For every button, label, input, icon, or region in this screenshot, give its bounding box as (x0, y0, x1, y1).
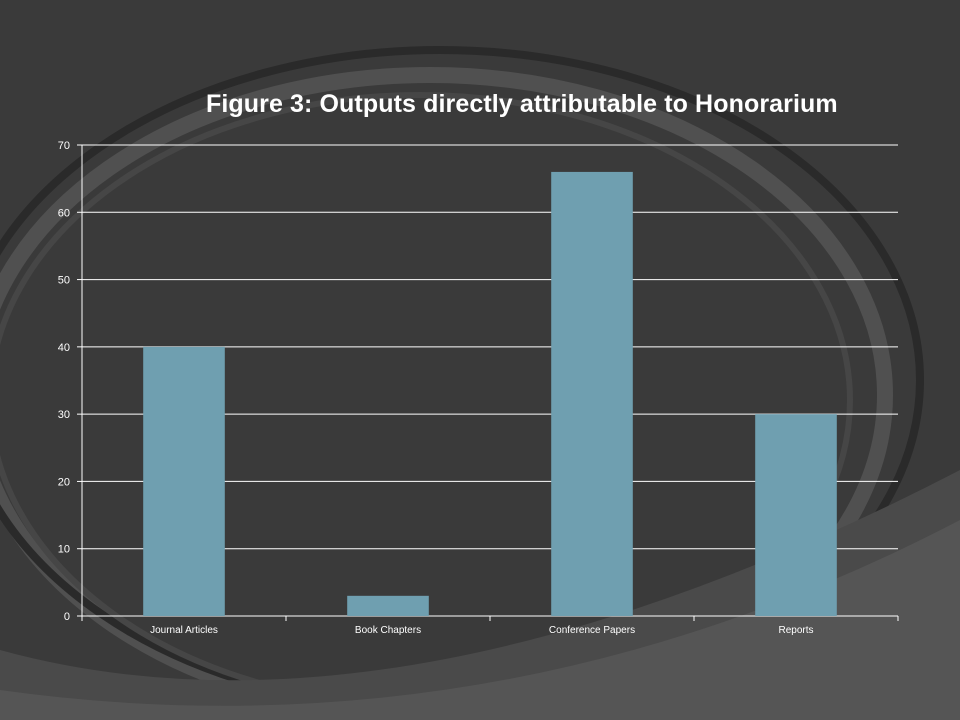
x-category-label: Book Chapters (355, 625, 421, 636)
bars (143, 171, 837, 616)
y-tick-label: 40 (58, 342, 70, 354)
y-tick-label: 70 (58, 140, 70, 152)
x-category-label: Conference Papers (549, 625, 635, 636)
y-tick-label: 10 (58, 544, 70, 556)
y-tick-label: 20 (58, 476, 70, 488)
bar-reports (755, 414, 837, 616)
y-tick-label: 0 (64, 611, 70, 623)
y-tick-label: 50 (58, 275, 70, 287)
x-category-label: Reports (778, 625, 813, 636)
x-category-label: Journal Articles (150, 625, 218, 636)
bar-conference-papers (551, 171, 633, 616)
y-tick-label: 60 (58, 207, 70, 219)
bar-journal-articles (143, 346, 225, 616)
y-tick-labels: 0 10 20 30 40 50 60 70 (58, 140, 70, 623)
y-tick-label: 30 (58, 409, 70, 421)
bar-book-chapters (347, 595, 429, 616)
x-category-labels: Journal Articles Book Chapters Conference … (150, 625, 813, 636)
chart-title: Figure 3: Outputs directly attributable … (206, 90, 838, 118)
